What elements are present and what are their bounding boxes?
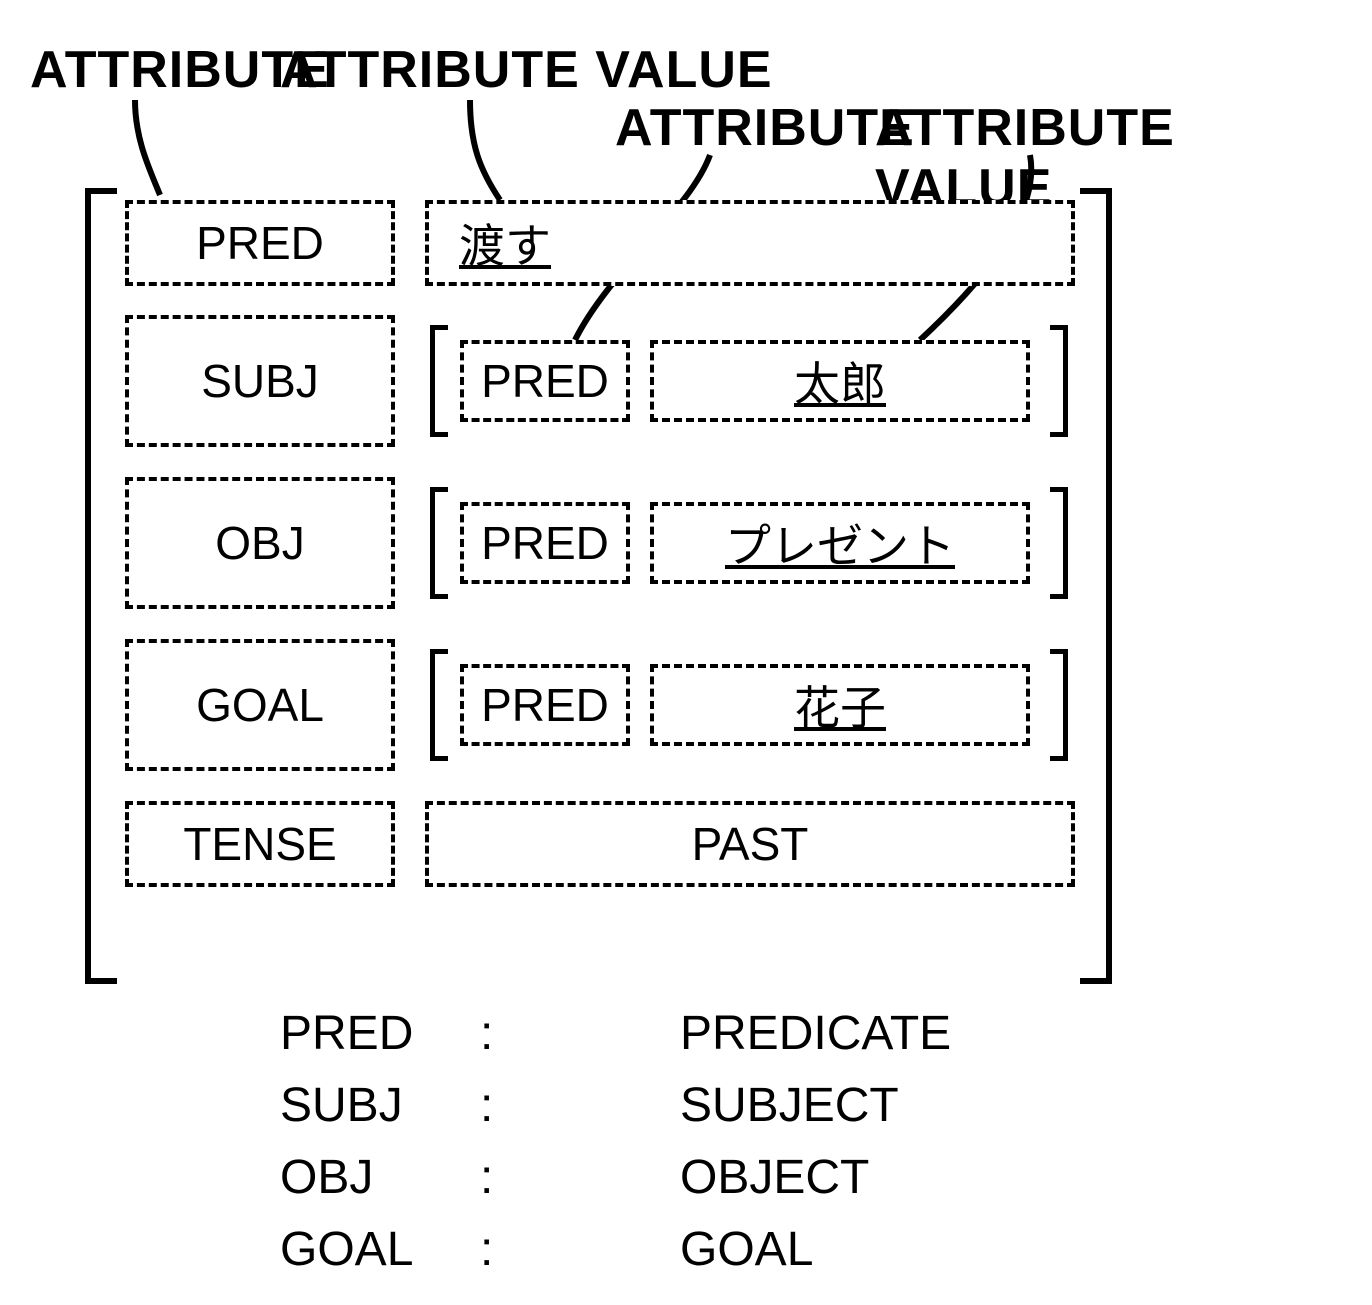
legend: PRED : PREDICATE SUBJ : SUBJECT OBJ : OB… <box>280 998 951 1286</box>
inner-attr-subj: PRED <box>460 340 630 422</box>
legend-row: OBJ : OBJECT <box>280 1142 951 1214</box>
legend-key: SUBJ <box>280 1070 480 1142</box>
mini-bracket-obj-left <box>430 487 448 599</box>
legend-val: GOAL <box>680 1214 813 1286</box>
legend-key: OBJ <box>280 1142 480 1214</box>
inner-value-obj: プレゼント <box>650 502 1030 584</box>
inner-attr-obj: PRED <box>460 502 630 584</box>
attr-box-subj: SUBJ <box>125 315 395 447</box>
attr-box-goal: GOAL <box>125 639 395 771</box>
mini-bracket-goal-right <box>1050 649 1068 761</box>
legend-key: GOAL <box>280 1214 480 1286</box>
legend-colon: : <box>480 1214 680 1286</box>
legend-row: GOAL : GOAL <box>280 1214 951 1286</box>
inner-value-subj-text: 太郎 <box>794 348 886 414</box>
diagram-canvas: ATTRIBUTE ATTRIBUTE VALUE ATTRIBUTE ATTR… <box>30 40 1342 1265</box>
legend-val: OBJECT <box>680 1142 869 1214</box>
outer-bracket-left <box>85 188 117 984</box>
legend-row: PRED : PREDICATE <box>280 998 951 1070</box>
legend-key: PRED <box>280 998 480 1070</box>
attr-box-obj: OBJ <box>125 477 395 609</box>
inner-value-subj: 太郎 <box>650 340 1030 422</box>
attr-box-pred: PRED <box>125 200 395 286</box>
mini-bracket-subj-right <box>1050 325 1068 437</box>
legend-row: SUBJ : SUBJECT <box>280 1070 951 1142</box>
mini-bracket-obj-right <box>1050 487 1068 599</box>
inner-value-goal-text: 花子 <box>794 672 886 738</box>
mini-bracket-goal-left <box>430 649 448 761</box>
value-box-pred: 渡す <box>425 200 1075 286</box>
mini-bracket-subj-left <box>430 325 448 437</box>
attr-box-tense: TENSE <box>125 801 395 887</box>
value-text-pred: 渡す <box>459 210 551 276</box>
legend-colon: : <box>480 998 680 1070</box>
outer-bracket-right <box>1080 188 1112 984</box>
legend-val: PREDICATE <box>680 998 951 1070</box>
legend-colon: : <box>480 1142 680 1214</box>
inner-attr-goal: PRED <box>460 664 630 746</box>
legend-colon: : <box>480 1070 680 1142</box>
value-box-tense: PAST <box>425 801 1075 887</box>
inner-value-goal: 花子 <box>650 664 1030 746</box>
legend-val: SUBJECT <box>680 1070 899 1142</box>
inner-value-obj-text: プレゼント <box>725 510 955 576</box>
